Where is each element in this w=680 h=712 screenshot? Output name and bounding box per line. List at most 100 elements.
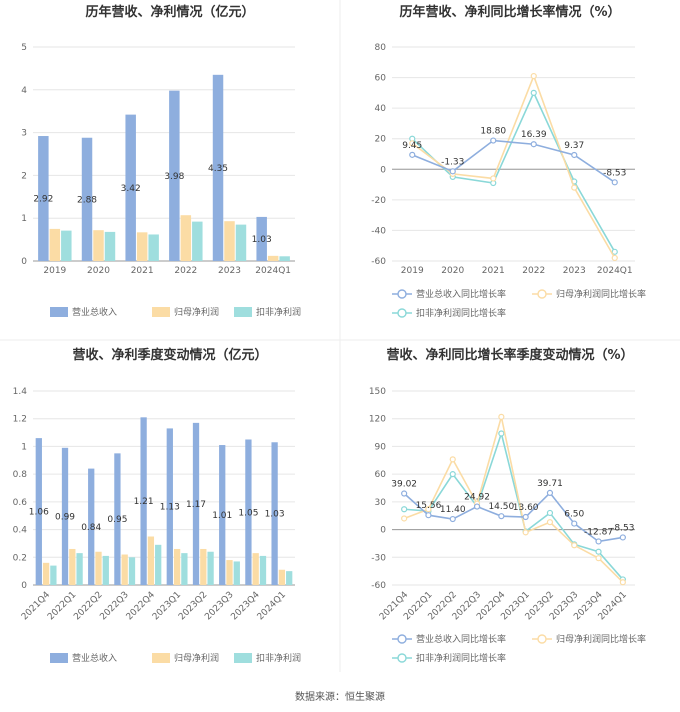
y-tick-label: 3 xyxy=(21,129,27,139)
y-tick-label: 1 xyxy=(21,442,27,452)
y-tick-label: 5 xyxy=(21,43,27,53)
series-line-2 xyxy=(403,416,624,583)
bar-1 xyxy=(61,447,69,585)
line-value-label: 6.50 xyxy=(564,510,584,520)
legend-marker xyxy=(397,634,407,644)
legend-swatch xyxy=(152,307,170,317)
y-tick-label: 30 xyxy=(375,498,387,508)
bar-3 xyxy=(50,565,57,585)
series-point-2 xyxy=(522,529,529,536)
line-value-label: 39.02 xyxy=(391,480,417,490)
legend-marker xyxy=(537,634,547,644)
y-tick-label: -60 xyxy=(371,581,386,591)
chart-panel-4: 营收、净利同比增长率季度变动情况（%）-60-30030609012015020… xyxy=(369,347,646,664)
y-tick-label: -30 xyxy=(371,553,386,563)
line-value-label: 9.45 xyxy=(402,141,422,151)
legend-marker xyxy=(397,653,407,663)
series-point-3 xyxy=(498,430,505,437)
series-point-1 xyxy=(530,141,537,148)
series-point-3 xyxy=(546,509,554,517)
y-tick-label: 0 xyxy=(380,526,386,536)
y-tick-label: 0.4 xyxy=(13,526,28,536)
y-tick-label: -60 xyxy=(371,257,386,267)
x-tick-label: 2022 xyxy=(522,266,545,276)
chart-title: 营收、净利同比增长率季度变动情况（%） xyxy=(386,347,633,363)
chart-panel-1: 历年营收、净利情况（亿元） 0 1 2 3 4 5 2019 2020 2021 2022 2023 2… xyxy=(21,4,301,318)
series-point-1 xyxy=(595,538,602,545)
x-tick-label: 2020 xyxy=(441,266,464,276)
bar-3 xyxy=(155,544,162,585)
series-point-2 xyxy=(498,413,505,420)
series-point-1 xyxy=(611,179,618,186)
series-point-2 xyxy=(425,506,432,513)
bar-3 xyxy=(259,555,267,585)
x-tick-label: 2020 xyxy=(87,266,110,276)
bar-value-label: 1.01 xyxy=(212,511,232,521)
y-tick-label: 0.2 xyxy=(13,553,27,563)
y-tick-label: 4 xyxy=(21,86,27,96)
legend-label: 营业总收入同比增长率 xyxy=(416,633,506,645)
line-value-label: 11.40 xyxy=(440,505,466,515)
series-line-1 xyxy=(411,139,616,183)
line-value-label: 15.56 xyxy=(416,501,442,511)
line-value-label: 9.37 xyxy=(564,141,584,151)
line-value-label: 13.60 xyxy=(513,503,539,513)
bar-value-label: 1.03 xyxy=(252,235,272,245)
y-tick-label: 20 xyxy=(375,135,387,145)
legend-label: 归母净利润 xyxy=(174,652,219,664)
bar-3 xyxy=(192,221,203,261)
bar-2 xyxy=(121,554,128,585)
bar-value-label: 3.42 xyxy=(121,184,141,194)
bar-2 xyxy=(147,536,155,585)
y-tick-label: 150 xyxy=(369,387,386,397)
bar-1 xyxy=(88,468,95,585)
line-value-label: 16.39 xyxy=(521,130,547,140)
bar-2 xyxy=(267,255,279,261)
x-tick-label: 2024Q1 xyxy=(255,266,291,276)
bar-2 xyxy=(49,228,61,261)
line-value-label: 18.80 xyxy=(480,127,506,137)
bar-2 xyxy=(69,548,76,585)
source-note: 数据来源：恒生聚源 xyxy=(295,690,385,703)
bar-3 xyxy=(279,256,290,261)
y-tick-label: 120 xyxy=(369,415,386,425)
y-tick-label: 2 xyxy=(21,171,27,181)
legend-swatch xyxy=(234,653,252,663)
line-value-label: -8.53 xyxy=(611,523,634,533)
y-tick-label: 0.6 xyxy=(13,498,28,508)
line-value-label: -8.53 xyxy=(603,168,626,178)
bar-value-label: 1.03 xyxy=(265,510,285,520)
line-value-label: 24.92 xyxy=(464,493,490,503)
bar-3 xyxy=(102,555,109,585)
series-point-1 xyxy=(409,151,416,158)
bar-value-label: 2.88 xyxy=(77,195,97,205)
chart-title: 历年营收、净利同比增长率情况（%） xyxy=(399,4,620,20)
bar-3 xyxy=(61,230,72,261)
bar-3 xyxy=(104,231,116,261)
series-point-2 xyxy=(409,140,416,147)
y-tick-label: 60 xyxy=(375,74,387,84)
legend-marker xyxy=(537,289,547,299)
legend-label: 归母净利润同比增长率 xyxy=(556,288,646,300)
bar-value-label: 1.13 xyxy=(160,503,180,513)
x-tick-label: 2021 xyxy=(131,266,154,276)
series-point-1 xyxy=(619,534,626,541)
chart-panel-2: 历年营收、净利同比增长率情况（%） -60 -40 -20 0 20 40 60 80 2019 2… xyxy=(371,4,646,319)
legend-label: 扣非净利润同比增长率 xyxy=(416,652,506,664)
chart-panel-3: 营收、净利季度变动情况（亿元）00.20.40.60.811.21.42021Q… xyxy=(13,347,301,664)
line-value-label: -12.87 xyxy=(584,527,613,537)
bar-3 xyxy=(207,551,214,585)
chart-title: 营收、净利季度变动情况（亿元） xyxy=(72,347,267,363)
legend-marker xyxy=(397,289,407,299)
y-tick-label: 0 xyxy=(21,581,27,591)
bar-value-label: 1.06 xyxy=(29,508,49,518)
series-line-3 xyxy=(411,90,616,253)
x-tick-label: 2023 xyxy=(218,266,241,276)
x-tick-label: 2022 xyxy=(174,266,197,276)
series-line-1 xyxy=(403,491,623,543)
line-value-label: 14.50 xyxy=(488,502,514,512)
bar-value-label: 0.99 xyxy=(55,512,75,522)
bar-2 xyxy=(226,560,233,585)
bar-2 xyxy=(180,215,192,261)
